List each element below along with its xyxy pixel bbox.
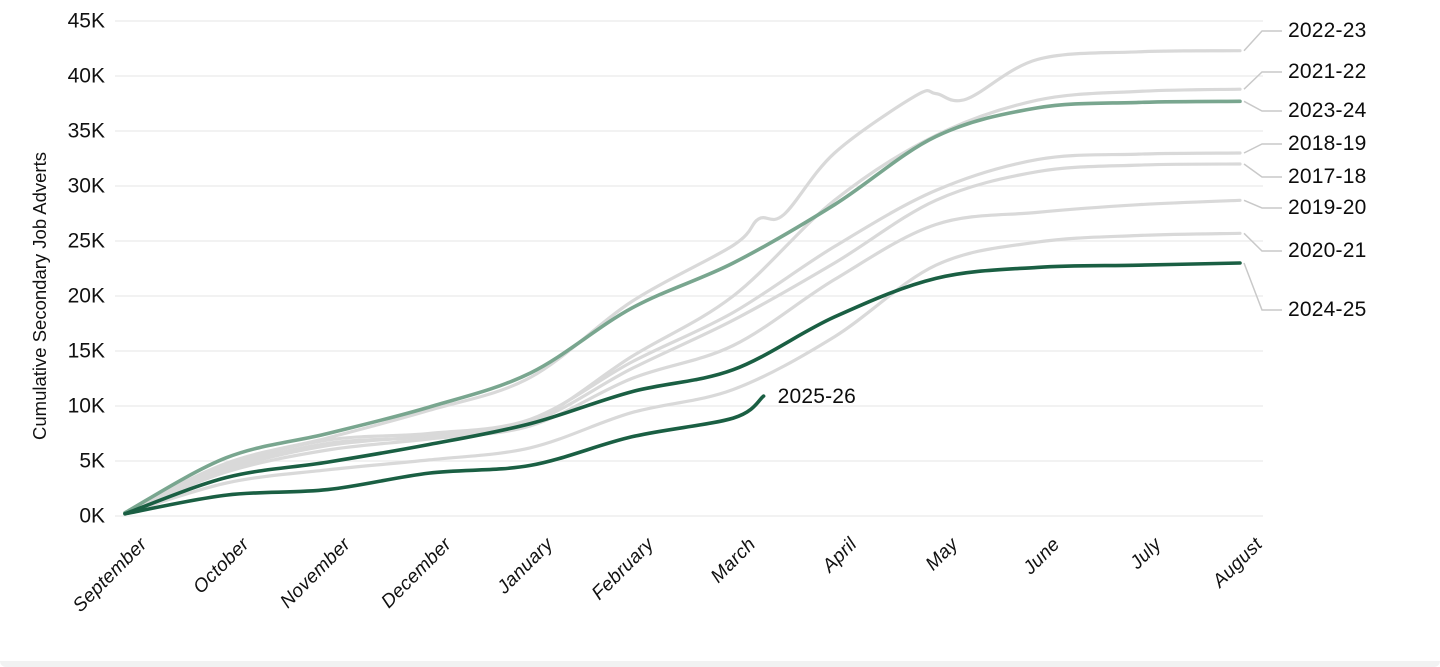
- series-label-2019-20: 2019-20: [1288, 196, 1367, 219]
- leader-line-2022-23: [1243, 30, 1282, 52]
- series-label-2023-24: 2023-24: [1288, 99, 1367, 122]
- leader-line-2017-18: [1243, 163, 1282, 178]
- leader-line-2024-25: [1243, 262, 1282, 311]
- series-line-2023-24: [123, 99, 1242, 515]
- y-tick-label: 5K: [79, 449, 105, 473]
- y-tick-label: 15K: [67, 339, 105, 363]
- series-line-2021-22: [123, 87, 1242, 515]
- y-tick-label: 25K: [67, 229, 105, 253]
- leader-line-2021-22: [1243, 71, 1282, 90]
- series-label-2017-18: 2017-18: [1288, 165, 1367, 188]
- y-tick-label: 10K: [67, 394, 105, 418]
- chart-canvas: [115, 20, 1282, 517]
- series-line-2025-26: [123, 394, 766, 516]
- y-tick-label: 35K: [67, 119, 105, 143]
- series-label-2021-22: 2021-22: [1288, 60, 1367, 83]
- series-line-2020-21: [123, 231, 1242, 516]
- leader-line-2018-19: [1243, 143, 1282, 154]
- leader-line-2019-20: [1243, 199, 1282, 209]
- card-bottom-edge: [0, 661, 1440, 667]
- y-tick-label: 30K: [67, 174, 105, 198]
- leader-line-2020-21: [1243, 232, 1282, 252]
- series-line-2024-25: [123, 261, 1242, 516]
- series-label-2018-19: 2018-19: [1288, 132, 1367, 155]
- y-tick-label: 20K: [67, 284, 105, 308]
- leader-line-2023-24: [1243, 100, 1282, 112]
- series-line-2019-20: [123, 198, 1242, 515]
- series-label-2025-26: 2025-26: [777, 385, 857, 409]
- y-tick-label: 0K: [79, 504, 105, 528]
- series-line-2017-18: [123, 162, 1242, 515]
- series-label-2022-23: 2022-23: [1288, 19, 1367, 42]
- y-tick-label: 45K: [67, 9, 105, 33]
- series-line-2018-19: [123, 151, 1242, 515]
- series-label-2024-25: 2024-25: [1288, 298, 1367, 321]
- series-line-2022-23: [123, 49, 1242, 515]
- y-tick-label: 40K: [67, 64, 105, 88]
- series-label-2020-21: 2020-21: [1288, 239, 1367, 262]
